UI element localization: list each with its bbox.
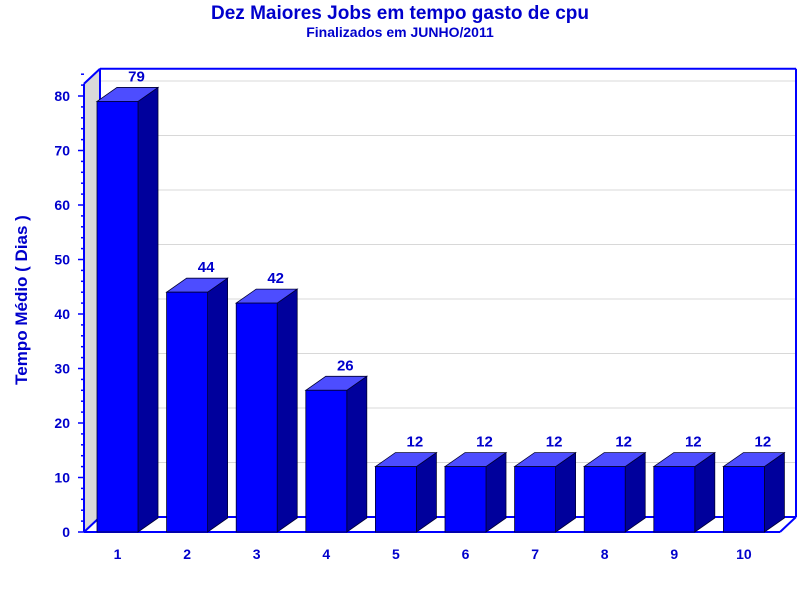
- y-tick-label: 80: [54, 88, 70, 104]
- data-label: 12: [407, 434, 424, 451]
- bar: [514, 466, 556, 533]
- data-label: 12: [546, 434, 563, 451]
- data-label: 12: [615, 434, 632, 451]
- y-tick-label: 30: [54, 361, 70, 377]
- y-tick-label: 40: [54, 306, 70, 322]
- wall-top-edge: [83, 68, 101, 85]
- data-label: 42: [267, 270, 284, 287]
- data-label: 79: [128, 68, 145, 85]
- floor-right-edge: [779, 516, 797, 533]
- x-tick-label: 7: [531, 546, 539, 562]
- chart-subtitle: Finalizados em JUNHO/2011: [306, 24, 494, 40]
- bar: [583, 466, 626, 533]
- data-label: 26: [337, 357, 354, 374]
- y-tick-label: 60: [54, 197, 70, 213]
- y-tick-label: 50: [54, 252, 70, 268]
- y-tick-label: 0: [62, 524, 70, 540]
- x-tick-label: 2: [183, 546, 191, 562]
- bar: [723, 466, 765, 533]
- bar: [305, 389, 348, 533]
- x-tick-label: 9: [670, 546, 678, 562]
- x-tick-label: 10: [736, 546, 752, 562]
- bar-side: [207, 277, 229, 533]
- bar: [374, 466, 417, 533]
- bar: [235, 302, 278, 533]
- x-tick-label: 5: [392, 546, 400, 562]
- bar-side: [276, 288, 298, 533]
- y-tick-label: 70: [54, 143, 70, 159]
- x-tick-label: 6: [462, 546, 470, 562]
- x-tick-label: 1: [114, 546, 122, 562]
- y-tick-label: 20: [54, 415, 70, 431]
- y-tick-label: 10: [54, 470, 70, 486]
- bar: [96, 101, 139, 533]
- bar-side: [137, 86, 159, 533]
- left-wall: [84, 68, 100, 532]
- x-tick-label: 3: [253, 546, 261, 562]
- bar: [444, 466, 487, 533]
- data-label: 12: [685, 434, 702, 451]
- bar: [166, 291, 209, 533]
- chart-title: Dez Maiores Jobs em tempo gasto de cpu: [211, 3, 589, 24]
- bar-side: [346, 375, 368, 533]
- data-label: 12: [755, 434, 772, 451]
- data-label: 12: [476, 434, 493, 451]
- x-tick-label: 4: [322, 546, 330, 562]
- x-tick-label: 8: [601, 546, 609, 562]
- bar: [653, 466, 696, 533]
- data-label: 44: [198, 259, 215, 276]
